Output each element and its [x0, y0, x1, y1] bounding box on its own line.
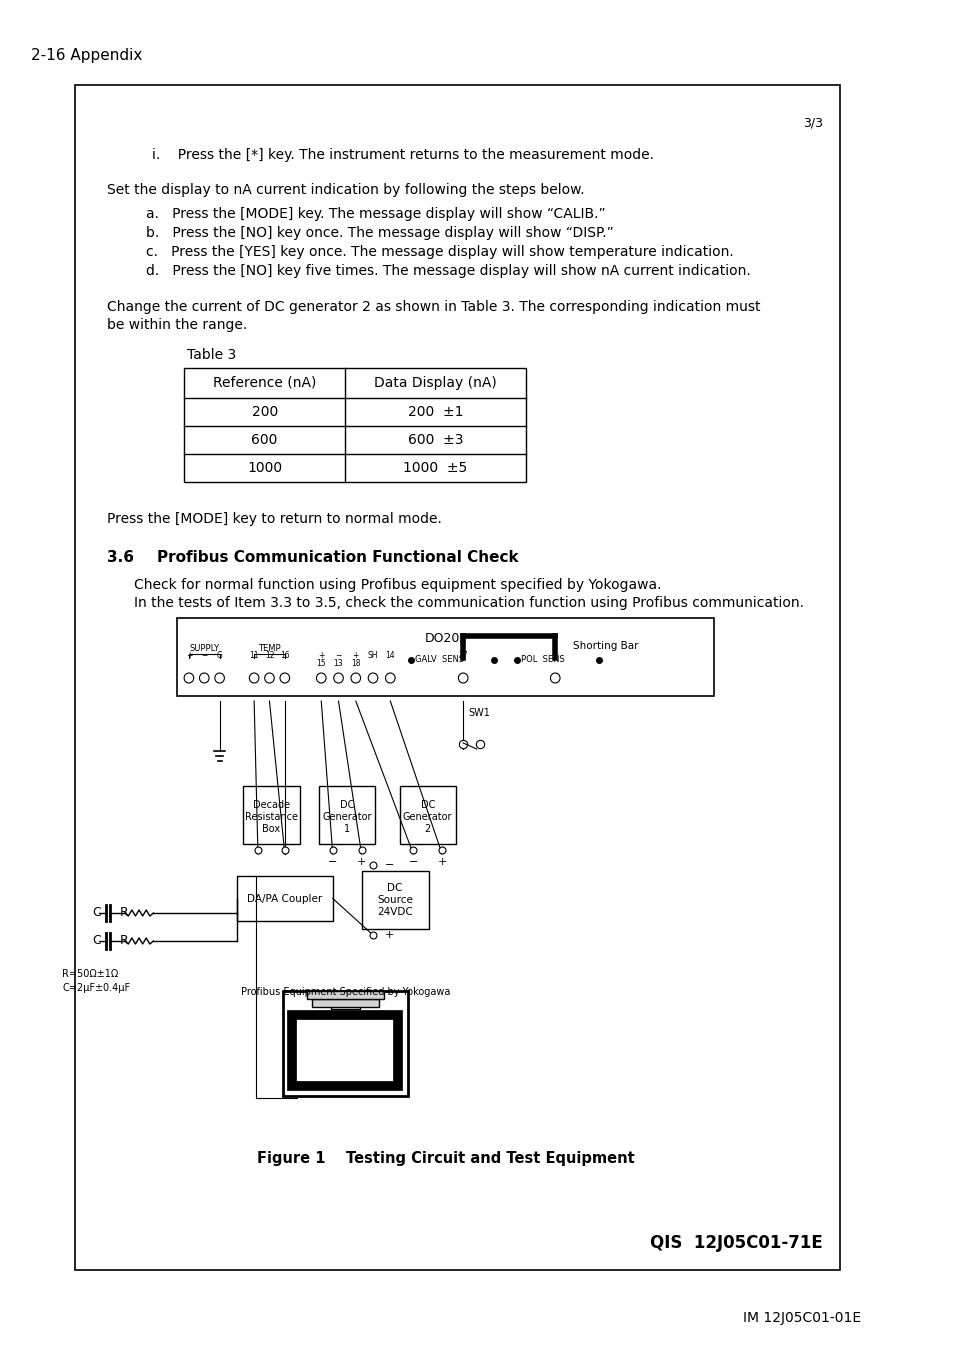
- Text: C: C: [91, 934, 101, 948]
- Text: DO202: DO202: [424, 632, 467, 645]
- Text: IM 12J05C01-01E: IM 12J05C01-01E: [742, 1311, 861, 1324]
- Circle shape: [184, 674, 193, 683]
- Circle shape: [199, 674, 209, 683]
- Circle shape: [550, 674, 559, 683]
- Text: 1000: 1000: [247, 460, 282, 475]
- Text: 15: 15: [316, 659, 326, 668]
- Text: C: C: [91, 906, 101, 919]
- Text: 14: 14: [385, 651, 395, 660]
- Text: Figure 1    Testing Circuit and Test Equipment: Figure 1 Testing Circuit and Test Equipm…: [256, 1152, 634, 1166]
- Bar: [293, 1015, 397, 1085]
- Text: GALV  SENS: GALV SENS: [415, 656, 464, 664]
- Bar: [312, 999, 378, 1007]
- Text: R: R: [120, 934, 129, 948]
- Text: DC
Source
24VDC: DC Source 24VDC: [376, 883, 413, 917]
- Text: Change the current of DC generator 2 as shown in Table 3. The corresponding indi: Change the current of DC generator 2 as …: [108, 300, 760, 315]
- Text: DC
Generator
1: DC Generator 1: [322, 801, 372, 833]
- Text: 200  ±1: 200 ±1: [407, 405, 462, 418]
- Text: −: −: [328, 857, 337, 867]
- Circle shape: [351, 674, 360, 683]
- Bar: [242, 786, 300, 844]
- Text: i.    Press the [*] key. The instrument returns to the measurement mode.: i. Press the [*] key. The instrument ret…: [152, 148, 653, 162]
- Text: G: G: [216, 651, 222, 660]
- Text: DC
Generator
2: DC Generator 2: [402, 801, 452, 833]
- Text: c.   Press the [YES] key once. The message display will show temperature indicat: c. Press the [YES] key once. The message…: [146, 244, 733, 259]
- Text: be within the range.: be within the range.: [108, 319, 248, 332]
- Bar: [331, 999, 359, 1008]
- Text: Shorting Bar: Shorting Bar: [572, 641, 638, 651]
- Text: d.   Press the [NO] key five times. The message display will show nA current ind: d. Press the [NO] key five times. The me…: [146, 265, 750, 278]
- Text: −: −: [384, 860, 394, 869]
- Text: SUPPLY: SUPPLY: [189, 644, 219, 653]
- Text: +: +: [353, 651, 358, 660]
- Text: DA/PA Coupler: DA/PA Coupler: [247, 894, 322, 903]
- Text: 13: 13: [334, 659, 343, 668]
- Circle shape: [280, 674, 290, 683]
- Bar: [307, 991, 383, 999]
- Bar: [74, 85, 840, 1270]
- Text: +: +: [436, 857, 446, 867]
- Text: 600: 600: [252, 433, 277, 447]
- Bar: [283, 991, 407, 1096]
- Text: 17: 17: [457, 651, 468, 660]
- Circle shape: [316, 674, 326, 683]
- Text: −: −: [335, 651, 341, 660]
- Text: Profibus Equipment Specified by Yokogawa: Profibus Equipment Specified by Yokogawa: [240, 987, 450, 998]
- Text: C=2μF±0.4μF: C=2μF±0.4μF: [62, 983, 131, 994]
- Text: TEMP: TEMP: [258, 644, 280, 653]
- Text: a.   Press the [MODE] key. The message display will show “CALIB.”: a. Press the [MODE] key. The message dis…: [146, 207, 605, 221]
- Bar: [399, 786, 455, 844]
- Text: In the tests of Item 3.3 to 3.5, check the communication function using Profibus: In the tests of Item 3.3 to 3.5, check t…: [134, 595, 803, 610]
- Bar: [177, 618, 714, 697]
- Circle shape: [214, 674, 224, 683]
- Text: 1000  ±5: 1000 ±5: [403, 460, 467, 475]
- Text: R=50Ω±1Ω: R=50Ω±1Ω: [62, 969, 118, 979]
- Text: b.   Press the [NO] key once. The message display will show “DISP.”: b. Press the [NO] key once. The message …: [146, 225, 613, 240]
- Text: 600  ±3: 600 ±3: [407, 433, 462, 447]
- Circle shape: [457, 674, 468, 683]
- Text: Decade
Resistance
Box: Decade Resistance Box: [245, 801, 297, 833]
- Text: 200: 200: [252, 405, 277, 418]
- Text: Set the display to nA current indication by following the steps below.: Set the display to nA current indication…: [108, 184, 584, 197]
- Text: Reference (nA): Reference (nA): [213, 377, 316, 390]
- Text: 16: 16: [280, 651, 290, 660]
- Bar: [361, 871, 428, 929]
- Text: POL  SENS: POL SENS: [520, 656, 564, 664]
- Text: 2-16 Appendix: 2-16 Appendix: [30, 49, 142, 63]
- Circle shape: [368, 674, 377, 683]
- Bar: [184, 369, 525, 482]
- Text: Data Display (nA): Data Display (nA): [374, 377, 497, 390]
- Bar: [236, 876, 333, 921]
- Text: Press the [MODE] key to return to normal mode.: Press the [MODE] key to return to normal…: [108, 512, 442, 526]
- Text: −: −: [201, 651, 207, 660]
- Circle shape: [264, 674, 274, 683]
- Text: Check for normal function using Profibus equipment specified by Yokogawa.: Check for normal function using Profibus…: [134, 578, 661, 593]
- Text: SW1: SW1: [468, 707, 489, 718]
- Text: SH: SH: [368, 651, 378, 660]
- Circle shape: [385, 674, 395, 683]
- Text: 18: 18: [351, 659, 360, 668]
- Text: 3.6: 3.6: [108, 549, 134, 566]
- Text: +: +: [356, 857, 366, 867]
- Text: −: −: [408, 857, 417, 867]
- Text: Profibus Communication Functional Check: Profibus Communication Functional Check: [157, 549, 518, 566]
- Text: QIS  12J05C01-71E: QIS 12J05C01-71E: [649, 1234, 821, 1251]
- Text: Table 3: Table 3: [187, 348, 236, 362]
- Bar: [319, 786, 375, 844]
- Circle shape: [334, 674, 343, 683]
- Text: 12: 12: [264, 651, 274, 660]
- Text: 3/3: 3/3: [801, 117, 821, 130]
- Circle shape: [249, 674, 258, 683]
- Text: +: +: [317, 651, 324, 660]
- Text: R: R: [120, 906, 129, 919]
- Text: 11: 11: [249, 651, 258, 660]
- Text: +: +: [186, 651, 192, 660]
- Text: +: +: [384, 930, 394, 940]
